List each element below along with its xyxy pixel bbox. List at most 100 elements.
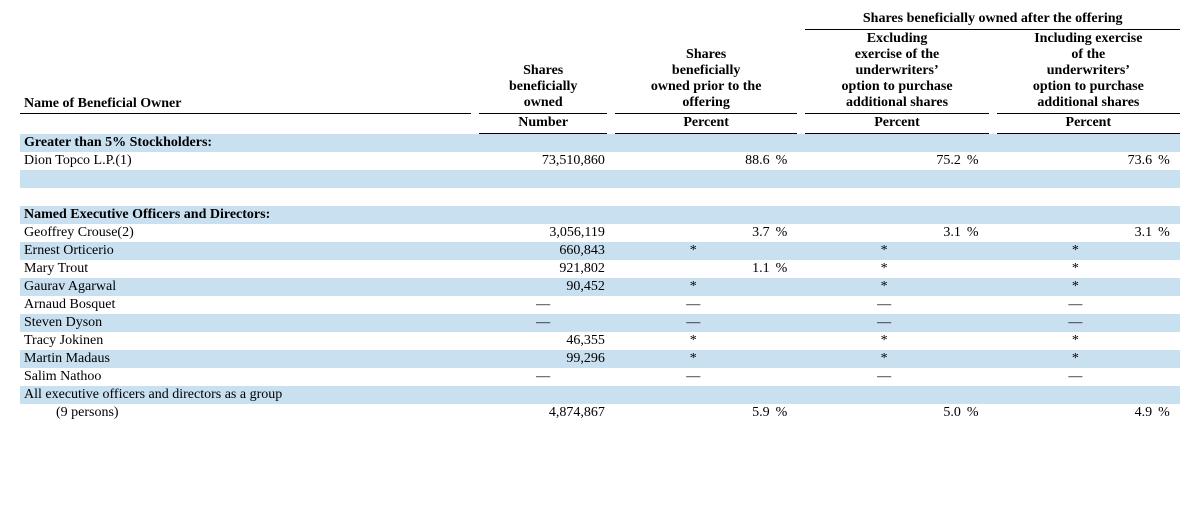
cell-percent: 4.9 bbox=[997, 404, 1154, 422]
hdr-text: of the bbox=[1001, 47, 1176, 63]
cell-dash: — bbox=[805, 296, 962, 314]
section-header-5pct: Greater than 5% Stockholders: bbox=[20, 134, 1180, 152]
table-subheader-row: Number Percent Percent Percent bbox=[20, 114, 1180, 134]
table-row: (9 persons) 4,874,867 5.9 % 5.0 % 4.9 % bbox=[20, 404, 1180, 422]
owner-name: Dion Topco L.P.(1) bbox=[20, 152, 471, 170]
hdr-text: beneficially bbox=[619, 63, 794, 79]
cell-dash: — bbox=[615, 368, 772, 386]
spacer-row bbox=[20, 170, 1180, 188]
cell-number: 921,802 bbox=[479, 260, 606, 278]
cell-star: * bbox=[805, 332, 962, 350]
percent-sign: % bbox=[1154, 224, 1180, 242]
cell-percent: 88.6 bbox=[615, 152, 772, 170]
hdr-text: beneficially bbox=[483, 79, 602, 95]
cell-percent: 1.1 bbox=[615, 260, 772, 278]
table-row: Steven Dyson — — — — bbox=[20, 314, 1180, 332]
cell-star: * bbox=[997, 332, 1154, 350]
section-header-officers: Named Executive Officers and Directors: bbox=[20, 206, 1180, 224]
percent-sign: % bbox=[772, 224, 798, 242]
owner-name: Ernest Orticerio bbox=[20, 242, 471, 260]
owner-name: Geoffrey Crouse(2) bbox=[20, 224, 471, 242]
table-row: Mary Trout 921,802 1.1 % * * bbox=[20, 260, 1180, 278]
hdr-text: underwriters’ bbox=[809, 63, 984, 79]
group-label-line1: All executive officers and directors as … bbox=[20, 386, 471, 404]
cell-number: 99,296 bbox=[479, 350, 606, 368]
table-row: Tracy Jokinen 46,355 * * * bbox=[20, 332, 1180, 350]
percent-sign: % bbox=[963, 224, 989, 242]
cell-number: 46,355 bbox=[479, 332, 606, 350]
cell-percent: 73.6 bbox=[997, 152, 1154, 170]
subheader-percent-incl: Percent bbox=[997, 114, 1180, 134]
table-row: Ernest Orticerio 660,843 * * * bbox=[20, 242, 1180, 260]
hdr-text: Excluding bbox=[809, 31, 984, 47]
hdr-text: offering bbox=[619, 95, 794, 111]
cell-dash: — bbox=[805, 314, 962, 332]
cell-percent: 5.9 bbox=[615, 404, 772, 422]
header-prior-offering: Shares beneficially owned prior to the o… bbox=[615, 30, 798, 114]
header-name: Name of Beneficial Owner bbox=[20, 30, 471, 114]
cell-number: 3,056,119 bbox=[479, 224, 606, 242]
hdr-text: Shares bbox=[483, 63, 602, 79]
cell-dash: — bbox=[805, 368, 962, 386]
cell-star: * bbox=[997, 242, 1154, 260]
header-shares-owned: Shares beneficially owned bbox=[479, 30, 606, 114]
cell-dash: — bbox=[615, 296, 772, 314]
table-row: Salim Nathoo — — — — bbox=[20, 368, 1180, 386]
cell-star: * bbox=[805, 242, 962, 260]
cell-star: * bbox=[997, 350, 1154, 368]
cell-dash: — bbox=[479, 368, 606, 386]
percent-sign: % bbox=[1154, 152, 1180, 170]
table-header-row: Name of Beneficial Owner Shares benefici… bbox=[20, 30, 1180, 114]
cell-dash: — bbox=[997, 314, 1154, 332]
cell-percent: 5.0 bbox=[805, 404, 962, 422]
percent-sign: % bbox=[772, 152, 798, 170]
percent-sign: % bbox=[772, 260, 798, 278]
section-title: Greater than 5% Stockholders: bbox=[20, 134, 471, 152]
hdr-text: owned prior to the bbox=[619, 79, 794, 95]
section-title: Named Executive Officers and Directors: bbox=[20, 206, 471, 224]
cell-percent: 3.1 bbox=[997, 224, 1154, 242]
hdr-text: Shares bbox=[619, 47, 794, 63]
cell-percent: 75.2 bbox=[805, 152, 962, 170]
owner-name: Steven Dyson bbox=[20, 314, 471, 332]
hdr-text: Including exercise bbox=[1001, 31, 1176, 47]
cell-percent: 3.7 bbox=[615, 224, 772, 242]
super-header: Shares beneficially owned after the offe… bbox=[805, 10, 1180, 30]
cell-number: 660,843 bbox=[479, 242, 606, 260]
cell-star: * bbox=[615, 242, 772, 260]
subheader-percent-prior: Percent bbox=[615, 114, 798, 134]
cell-percent: 3.1 bbox=[805, 224, 962, 242]
table-row: All executive officers and directors as … bbox=[20, 386, 1180, 404]
cell-dash: — bbox=[615, 314, 772, 332]
cell-star: * bbox=[615, 350, 772, 368]
spacer-row bbox=[20, 188, 1180, 206]
owner-name: Gaurav Agarwal bbox=[20, 278, 471, 296]
hdr-text: option to purchase bbox=[1001, 79, 1176, 95]
subheader-percent-excl: Percent bbox=[805, 114, 988, 134]
cell-number: 90,452 bbox=[479, 278, 606, 296]
cell-dash: — bbox=[997, 368, 1154, 386]
header-including: Including exercise of the underwriters’ … bbox=[997, 30, 1180, 114]
cell-star: * bbox=[805, 260, 962, 278]
cell-star: * bbox=[997, 278, 1154, 296]
group-label-line2: (9 persons) bbox=[20, 404, 471, 422]
cell-number: 4,874,867 bbox=[479, 404, 606, 422]
percent-sign: % bbox=[963, 152, 989, 170]
hdr-text: additional shares bbox=[809, 95, 984, 111]
percent-sign: % bbox=[772, 404, 798, 422]
cell-dash: — bbox=[479, 314, 606, 332]
cell-number: 73,510,860 bbox=[479, 152, 606, 170]
table-superheader-row: Shares beneficially owned after the offe… bbox=[20, 10, 1180, 30]
cell-star: * bbox=[805, 278, 962, 296]
owner-name: Salim Nathoo bbox=[20, 368, 471, 386]
cell-star: * bbox=[615, 332, 772, 350]
cell-star: * bbox=[615, 278, 772, 296]
owner-name: Mary Trout bbox=[20, 260, 471, 278]
hdr-text: exercise of the bbox=[809, 47, 984, 63]
table-row: Gaurav Agarwal 90,452 * * * bbox=[20, 278, 1180, 296]
owner-name: Tracy Jokinen bbox=[20, 332, 471, 350]
table-row: Geoffrey Crouse(2) 3,056,119 3.7 % 3.1 %… bbox=[20, 224, 1180, 242]
hdr-text: underwriters’ bbox=[1001, 63, 1176, 79]
percent-sign: % bbox=[1154, 404, 1180, 422]
cell-dash: — bbox=[997, 296, 1154, 314]
